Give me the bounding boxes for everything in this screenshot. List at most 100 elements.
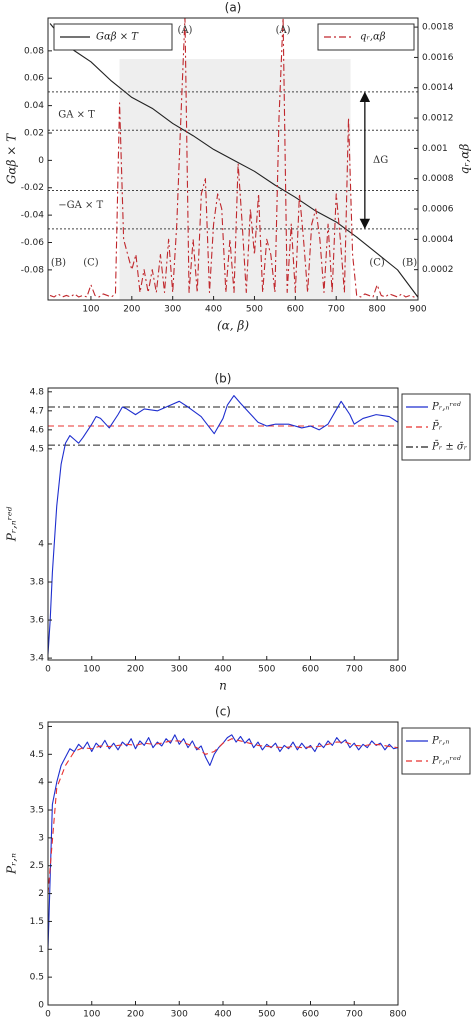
shaded-region <box>119 59 351 300</box>
legend-label: Pᵣ,ₙʳᵉᵈ <box>431 402 461 413</box>
x-tick-label: 800 <box>369 305 386 315</box>
legend-label: P̄ᵣ <box>431 421 443 433</box>
x-tick-label: 100 <box>83 1010 100 1020</box>
x-tick-label: 400 <box>205 305 222 315</box>
y2-tick-label: 0.0006 <box>422 205 454 215</box>
y-tick-label: 4.7 <box>30 406 44 416</box>
plot-frame <box>47 721 399 1006</box>
y-tick-label: 4.8 <box>30 387 45 397</box>
x-tick-label: 200 <box>127 1010 144 1020</box>
x-tick-label: 700 <box>346 665 363 675</box>
x-tick-label: 700 <box>346 1010 363 1020</box>
y2-tick-label: 0.001 <box>422 144 448 154</box>
y2-tick-label: 0.0002 <box>422 265 454 275</box>
legend-box <box>401 727 471 775</box>
y2-tick-label: 0.0012 <box>422 114 454 124</box>
x-tick-label: 400 <box>214 665 231 675</box>
legend-label: Gαβ × T <box>96 32 139 43</box>
y-axis-label: Pᵣ,ₙʳᵉᵈ <box>5 507 19 543</box>
y2-tick-label: 0.0016 <box>422 53 454 63</box>
y-tick-label: 0.5 <box>30 973 44 983</box>
y-tick-label: 3.6 <box>30 616 45 626</box>
panel-title: (c) <box>215 705 231 719</box>
y-tick-label: 1 <box>38 945 44 955</box>
y-tick-label: 4 <box>38 778 44 788</box>
annotation: (C) <box>369 258 385 269</box>
x-tick-label: 0 <box>45 1010 51 1020</box>
x-tick-label: 900 <box>409 305 426 315</box>
y2-axis-label: qᵣ,αβ <box>458 144 472 175</box>
y-tick-label: 0 <box>38 1001 44 1011</box>
legend-box <box>401 393 471 461</box>
x-tick-label: 700 <box>328 305 345 315</box>
x-tick-label: 300 <box>171 665 188 675</box>
annotation: ΔG <box>373 155 388 166</box>
annotation: GA × T <box>58 110 95 121</box>
y2-tick-label: 0.0008 <box>422 174 454 184</box>
series-line <box>47 734 399 950</box>
annotation: (C) <box>83 258 99 269</box>
x-tick-label: 600 <box>302 665 319 675</box>
y-tick-label: 4.5 <box>30 750 44 760</box>
y-tick-label: 1.5 <box>30 917 44 927</box>
y-axis-label: Pᵣ,ₙ <box>5 853 19 875</box>
y-axis-label: Gαβ × T <box>5 133 19 184</box>
x-tick-label: 300 <box>164 305 181 315</box>
y-tick-label: 3 <box>38 833 44 843</box>
y-tick-label: 3.8 <box>30 578 45 588</box>
panel-title: (a) <box>225 1 242 15</box>
legend-label: Pᵣ,ₙ <box>431 736 449 747</box>
y-tick-label: 5 <box>38 722 44 732</box>
series-line <box>47 395 399 655</box>
y-tick-label: 0.06 <box>24 74 44 84</box>
x-tick-label: 300 <box>171 1010 188 1020</box>
y-tick-label: 4.6 <box>30 425 45 435</box>
y-tick-label: 4.5 <box>30 444 44 454</box>
legend-label: qᵣ,αβ <box>360 32 386 43</box>
y-tick-label: 0.04 <box>24 101 44 111</box>
annotation: (A) <box>177 25 192 36</box>
y-tick-label: -0.06 <box>21 238 45 248</box>
x-axis-label: n <box>219 679 227 693</box>
panel-title: (b) <box>215 372 232 386</box>
annotation: −GA × T <box>58 200 103 211</box>
x-tick-label: 200 <box>127 665 144 675</box>
y-tick-label: 2.5 <box>30 861 44 871</box>
y-tick-label: -0.08 <box>21 265 45 275</box>
annotation: (B) <box>402 258 417 269</box>
plot-frame <box>47 17 419 301</box>
y-tick-label: 4 <box>38 539 44 549</box>
legend-label: P̄ᵣ ± σ̄ᵣ <box>431 441 468 453</box>
series-line <box>49 17 419 298</box>
x-tick-label: 100 <box>82 305 99 315</box>
x-axis-label: (α, β) <box>217 319 249 333</box>
series-line <box>49 23 419 298</box>
x-tick-label: 600 <box>302 1010 319 1020</box>
annotation: (A) <box>276 25 291 36</box>
annotation: (B) <box>51 258 66 269</box>
legend-label: Pᵣ,ₙʳᵉᵈ <box>431 756 461 767</box>
x-tick-label: 600 <box>287 305 304 315</box>
series-line <box>47 738 399 894</box>
y2-tick-label: 0.0018 <box>422 23 454 33</box>
x-tick-label: 0 <box>45 665 51 675</box>
plot-frame <box>47 387 399 661</box>
x-tick-label: 400 <box>214 1010 231 1020</box>
x-tick-label: 500 <box>258 665 275 675</box>
x-tick-label: 800 <box>389 1010 406 1020</box>
y-tick-label: 0.08 <box>24 46 44 56</box>
y-tick-label: 3.4 <box>30 654 45 664</box>
y2-tick-label: 0.0004 <box>422 235 454 245</box>
x-tick-label: 800 <box>389 665 406 675</box>
x-tick-label: 500 <box>258 1010 275 1020</box>
y-tick-label: 0 <box>38 156 44 166</box>
x-tick-label: 200 <box>123 305 140 315</box>
y-tick-label: -0.04 <box>21 211 45 221</box>
y-tick-label: 0.02 <box>24 128 44 138</box>
y-tick-label: 3.5 <box>30 806 44 816</box>
y2-tick-label: 0.0014 <box>422 83 454 93</box>
x-tick-label: 500 <box>246 305 263 315</box>
y-tick-label: 2 <box>38 889 44 899</box>
